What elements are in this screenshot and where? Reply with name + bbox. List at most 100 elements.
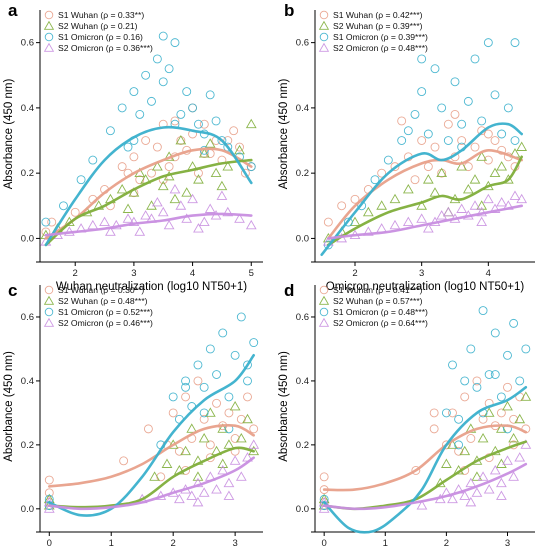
data-point-s1-omicron — [205, 90, 215, 100]
data-point-s2-wuhan — [122, 203, 134, 213]
legend-marker-s2-wuhan — [43, 295, 55, 305]
data-point-s2-wuhan — [489, 167, 501, 178]
data-point-s1-omicron — [76, 175, 86, 185]
data-point-s2-omicron — [223, 490, 235, 500]
data-point-s2-wuhan — [192, 471, 204, 481]
data-point-s2-omicron — [389, 219, 401, 230]
trend-line-s2-wuhan — [44, 158, 253, 247]
data-point-s2-omicron — [362, 226, 374, 236]
data-point-s2-omicron — [134, 226, 146, 236]
data-point-s2-omicron — [151, 197, 163, 207]
data-point-s2-omicron — [175, 200, 187, 210]
data-point-s2-omicron — [496, 477, 507, 488]
legend: S1 Wuhan (ρ = 0.41***)S2 Wuhan (ρ = 0.57… — [318, 285, 428, 328]
data-point-s2-omicron — [211, 484, 222, 494]
y-tick-label: 0.0 — [21, 504, 34, 515]
x-tick-label: 4 — [190, 268, 195, 279]
data-point-s2-wuhan — [116, 183, 128, 194]
data-point-s1-wuhan — [229, 126, 239, 136]
data-point-s2-wuhan — [402, 183, 414, 194]
data-point-s1-omicron — [454, 440, 464, 450]
data-point-s2-wuhan — [149, 471, 160, 481]
legend-marker-s2-wuhan — [318, 295, 330, 305]
data-point-s2-wuhan — [496, 161, 508, 171]
data-point-s1-wuhan — [199, 414, 209, 424]
data-point-s2-omicron — [187, 193, 198, 204]
data-point-s1-wuhan — [478, 414, 488, 424]
data-point-s1-wuhan — [410, 175, 420, 185]
series-s1-omicron — [323, 38, 520, 250]
legend-label: S2 Wuhan (ρ = 0.21) — [58, 21, 138, 31]
data-point-s2-wuhan — [469, 174, 481, 184]
x-tick-label: 0 — [322, 538, 327, 546]
data-point-s1-omicron — [477, 116, 487, 126]
data-point-s1-wuhan — [129, 152, 139, 162]
data-point-s2-wuhan — [193, 174, 204, 184]
data-point-s1-wuhan — [470, 142, 480, 152]
y-tick-label: 0.0 — [296, 233, 309, 244]
data-point-s1-wuhan — [193, 376, 203, 386]
data-point-s1-wuhan — [390, 162, 400, 172]
legend-label: S1 Omicron (ρ = 0.16) — [58, 32, 143, 42]
x-tick-label: 3 — [419, 268, 424, 279]
data-point-s1-wuhan — [170, 116, 180, 126]
x-tick-label: 2 — [171, 538, 176, 546]
data-point-s1-omicron — [218, 328, 228, 338]
data-point-s1-omicron — [450, 77, 460, 87]
data-point-s1-omicron — [484, 370, 494, 379]
data-point-s1-omicron — [88, 155, 98, 165]
legend: S1 Wuhan (ρ = 0.42***)S2 Wuhan (ρ = 0.39… — [318, 10, 428, 53]
data-point-s1-omicron — [483, 38, 493, 48]
data-point-s2-wuhan — [477, 432, 489, 443]
data-point-s2-wuhan — [442, 206, 454, 217]
data-point-s1-omicron — [176, 109, 186, 119]
data-point-s1-wuhan — [168, 408, 178, 418]
data-point-s2-wuhan — [210, 167, 222, 178]
legend-marker-s2-omicron — [318, 42, 330, 52]
legend-marker-s1-omicron — [319, 307, 329, 317]
data-point-s1-omicron — [223, 142, 233, 152]
y-tick-label: 0.6 — [21, 38, 34, 49]
data-point-s1-omicron — [370, 175, 380, 185]
data-point-s1-omicron — [243, 360, 252, 370]
legend-marker-s1-wuhan — [44, 285, 54, 295]
legend-marker-s2-wuhan — [318, 20, 330, 30]
data-point-s2-omicron — [163, 219, 175, 230]
data-point-s2-omicron — [465, 496, 477, 507]
panel-letter: a — [8, 1, 18, 20]
data-point-s1-wuhan — [143, 424, 153, 434]
data-point-s2-omicron — [217, 464, 229, 475]
data-point-s2-wuhan — [204, 138, 216, 148]
data-point-s2-wuhan — [476, 151, 488, 161]
data-point-s2-omicron — [173, 493, 185, 504]
data-point-s2-omicron — [181, 213, 193, 223]
data-point-s2-omicron — [416, 500, 428, 510]
data-point-s2-omicron — [198, 487, 210, 497]
data-point-s1-omicron — [246, 162, 256, 172]
legend-label: S1 Wuhan (ρ = 0.42***) — [333, 10, 423, 20]
data-point-s1-omicron — [193, 360, 203, 370]
data-point-s2-wuhan — [422, 174, 434, 184]
data-point-s1-omicron — [147, 96, 156, 106]
data-point-s1-omicron — [503, 350, 512, 360]
data-point-s1-wuhan — [423, 162, 433, 172]
x-tick-label: 1 — [109, 538, 114, 546]
data-point-s2-omicron — [222, 206, 234, 217]
y-axis-title: Absorbance (450 nm) — [3, 79, 15, 190]
data-point-s2-omicron — [234, 213, 245, 223]
data-point-s2-omicron — [198, 216, 210, 227]
data-point-s2-omicron — [99, 216, 110, 227]
data-point-s1-wuhan — [141, 136, 151, 145]
data-point-s2-omicron — [489, 203, 501, 213]
data-point-s1-omicron — [199, 382, 209, 392]
y-tick-label: 0.4 — [21, 103, 34, 114]
data-point-s2-omicron — [229, 455, 241, 465]
data-point-s1-omicron — [181, 376, 191, 386]
data-point-s2-omicron — [477, 471, 489, 481]
data-point-s1-wuhan — [460, 392, 470, 402]
data-point-s1-omicron — [503, 103, 513, 113]
data-point-s2-wuhan — [429, 187, 441, 197]
data-point-s2-wuhan — [157, 180, 169, 191]
data-point-s1-wuhan — [417, 136, 427, 145]
x-tick-label: 3 — [232, 538, 237, 546]
